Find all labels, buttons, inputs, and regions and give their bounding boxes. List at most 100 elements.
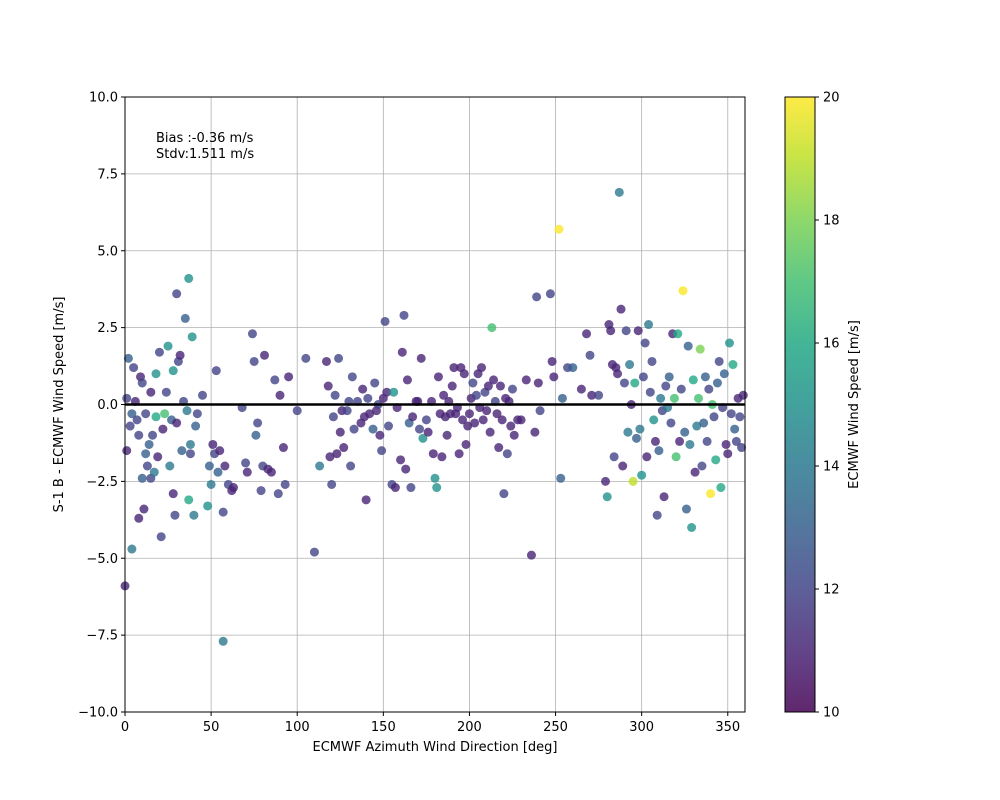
data-point xyxy=(122,446,132,456)
data-point xyxy=(676,384,686,394)
data-point xyxy=(363,393,373,403)
data-point xyxy=(728,360,738,370)
data-point xyxy=(241,458,251,468)
data-point xyxy=(213,467,223,477)
data-point xyxy=(177,446,187,456)
data-point xyxy=(482,406,492,416)
data-point xyxy=(399,310,409,320)
colorbar-tick-label: 16 xyxy=(823,337,840,352)
data-point xyxy=(165,461,175,471)
data-point xyxy=(284,372,294,382)
data-point xyxy=(125,421,135,431)
data-point xyxy=(625,360,635,370)
data-point xyxy=(389,387,399,397)
data-point xyxy=(161,387,171,397)
data-point xyxy=(614,187,624,197)
data-point xyxy=(737,443,747,453)
data-point xyxy=(229,483,238,493)
data-point xyxy=(123,353,133,363)
data-point xyxy=(168,366,178,376)
data-point xyxy=(137,378,147,388)
y-tick-label: 5.0 xyxy=(97,244,118,259)
data-point xyxy=(154,347,164,357)
data-point xyxy=(545,289,555,299)
data-point xyxy=(619,378,629,388)
data-point xyxy=(220,461,230,471)
data-point xyxy=(630,378,640,388)
data-point xyxy=(328,412,338,422)
data-point xyxy=(347,372,357,382)
data-point xyxy=(198,390,207,400)
y-tick-label: −10.0 xyxy=(78,706,118,721)
data-point xyxy=(144,439,154,449)
data-point xyxy=(260,350,269,360)
data-point xyxy=(377,446,387,456)
data-point xyxy=(497,415,507,425)
data-point xyxy=(463,421,473,431)
data-point xyxy=(723,449,733,459)
data-point xyxy=(160,409,170,419)
data-point xyxy=(694,393,703,403)
data-point xyxy=(492,409,502,419)
data-point xyxy=(432,483,442,493)
data-point xyxy=(175,350,185,360)
data-point xyxy=(582,329,592,339)
data-point xyxy=(206,479,216,489)
data-point xyxy=(309,547,319,557)
data-point xyxy=(187,332,197,342)
data-point xyxy=(361,495,371,505)
data-point xyxy=(134,430,144,440)
data-point xyxy=(688,375,698,385)
data-point xyxy=(609,452,619,462)
x-tick-label: 200 xyxy=(457,720,482,735)
x-axis-label: ECMWF Azimuth Wind Direction [deg] xyxy=(313,740,558,755)
data-point xyxy=(397,347,407,357)
data-point xyxy=(163,341,173,351)
data-point xyxy=(711,455,721,465)
x-tick-label: 350 xyxy=(715,720,740,735)
data-point xyxy=(148,430,158,440)
data-point xyxy=(477,363,486,373)
scatter-points xyxy=(120,187,748,646)
data-point xyxy=(249,356,259,366)
data-point xyxy=(415,424,424,434)
data-point xyxy=(266,467,276,477)
data-point xyxy=(315,461,325,471)
data-point xyxy=(635,424,645,434)
data-point xyxy=(418,433,428,443)
data-point xyxy=(666,418,676,428)
data-point xyxy=(406,483,416,493)
x-tick-label: 250 xyxy=(543,720,568,735)
data-point xyxy=(640,338,650,348)
data-point xyxy=(141,409,151,419)
colorbar-tick-label: 20 xyxy=(823,91,840,106)
data-point xyxy=(656,393,666,403)
colorbar-tick-label: 10 xyxy=(823,706,840,721)
data-point xyxy=(172,418,182,428)
data-point xyxy=(690,467,700,477)
data-point xyxy=(275,390,285,400)
data-point xyxy=(621,326,631,336)
data-point xyxy=(494,443,504,453)
y-tick-label: −7.5 xyxy=(86,629,118,644)
y-axis-ticks: −10.0 −7.5 −5.0 −2.5 0.0 2.5 5.0 7.5 10.0 xyxy=(78,91,125,721)
data-point xyxy=(731,436,741,446)
data-point xyxy=(168,489,178,499)
bias-annotation: Bias :-0.36 m/s xyxy=(156,131,254,146)
data-point xyxy=(697,461,707,471)
data-point xyxy=(149,467,159,477)
colorbar-ticks: 10 12 14 16 18 20 xyxy=(815,91,840,721)
data-point xyxy=(712,378,722,388)
data-point xyxy=(151,412,161,422)
data-point xyxy=(647,356,657,366)
data-point xyxy=(685,439,695,449)
data-point xyxy=(449,363,459,373)
data-point xyxy=(242,467,252,477)
data-point xyxy=(530,427,540,437)
data-point xyxy=(184,273,194,283)
data-point xyxy=(153,452,163,462)
data-point xyxy=(142,461,152,471)
data-point xyxy=(137,473,147,483)
data-point xyxy=(681,504,691,514)
data-point xyxy=(461,439,471,449)
